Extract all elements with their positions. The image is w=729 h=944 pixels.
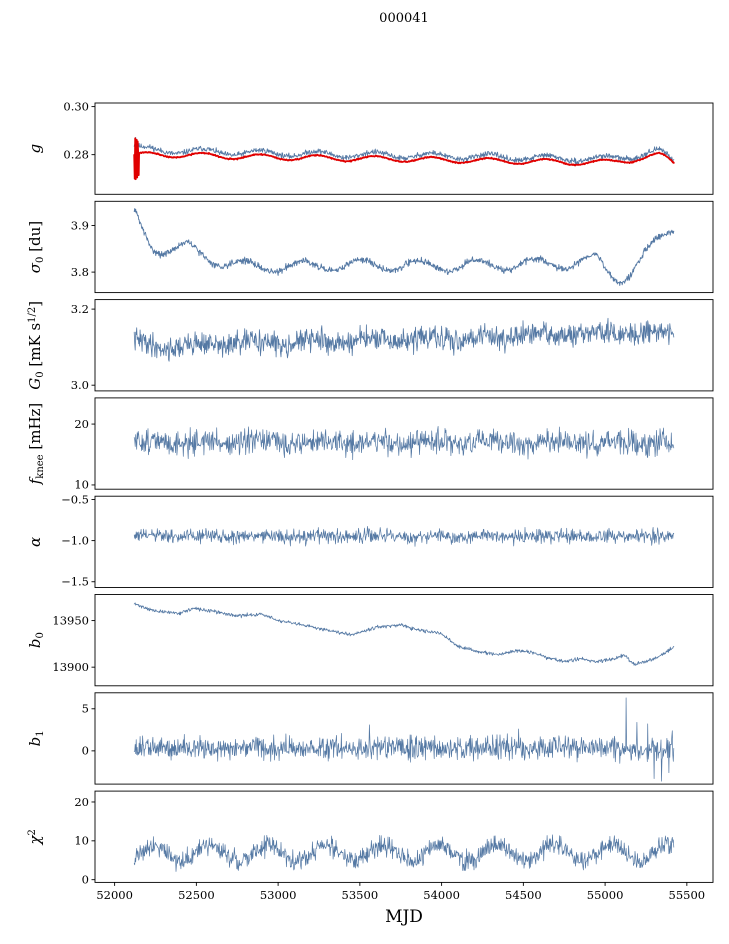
y-axis-label-b1: b1 xyxy=(26,730,46,746)
y-tick-label: 0 xyxy=(82,744,89,758)
panel-frame xyxy=(94,200,714,294)
x-tick-label: 52000 xyxy=(96,888,133,902)
series-fknee xyxy=(133,426,675,461)
series-alpha xyxy=(133,526,675,547)
y-axis-label-g: g xyxy=(26,144,44,154)
series-sigma0 xyxy=(133,208,675,286)
panel-b0: 13900 13950 b0 xyxy=(26,594,714,687)
x-tick-label: 54500 xyxy=(505,888,542,902)
y-axis-label-fknee: fknee [mHz] xyxy=(26,403,46,486)
y-tick-label: 10 xyxy=(74,834,89,848)
y-tick-label: 13950 xyxy=(52,613,89,627)
panel-frame xyxy=(94,102,714,195)
panel-sigma0: 3.8 3.9 σ0 [du] xyxy=(26,200,714,294)
panel-frame xyxy=(94,790,714,883)
series-chi-square xyxy=(133,834,675,872)
y-tick-label: 3.8 xyxy=(71,265,89,279)
y-tick-label: −1.0 xyxy=(61,533,89,547)
x-tick-label: 52500 xyxy=(178,888,215,902)
y-axis-label-b0: b0 xyxy=(26,632,46,648)
y-tick-label: −1.5 xyxy=(61,575,89,589)
y-tick-label: 13900 xyxy=(52,660,89,674)
panel-b1: 0 5 b1 xyxy=(26,692,714,785)
y-tick-label: 3.2 xyxy=(71,302,89,316)
x-tick-label: 54000 xyxy=(423,888,460,902)
panel-fknee: 10 20 fknee [mHz] xyxy=(26,397,714,492)
y-axis-label-noise-G: G0 [mK s1/2] xyxy=(26,301,46,390)
panel-alpha: −1.5 −1.0 −0.5 α xyxy=(26,492,714,589)
y-tick-label: 3.0 xyxy=(71,378,89,392)
y-tick-label: 20 xyxy=(74,417,89,431)
series-baseline-b0 xyxy=(133,602,675,666)
y-tick-label: 0.28 xyxy=(63,147,89,161)
panel-g: 0.28 0.30 g xyxy=(26,99,714,195)
y-tick-label: 0 xyxy=(82,872,89,886)
x-tick-label: 53500 xyxy=(342,888,379,902)
panel-frame xyxy=(94,299,714,392)
y-tick-label: 3.9 xyxy=(71,218,89,232)
x-axis-title: MJD xyxy=(385,907,423,927)
y-tick-label: 20 xyxy=(74,795,89,809)
panel-frame xyxy=(94,495,714,588)
x-tick-label: 55500 xyxy=(669,888,706,902)
panel-noise-G: 3.0 3.2 G0 [mK s1/2] xyxy=(26,299,714,392)
y-tick-label: −0.5 xyxy=(61,492,89,506)
panel-frame xyxy=(94,692,714,785)
y-axis-label-alpha: α xyxy=(26,537,44,547)
y-tick-label: 10 xyxy=(74,478,89,492)
x-tick-label: 55000 xyxy=(587,888,624,902)
series-gain xyxy=(133,136,675,166)
panel-frame xyxy=(94,594,714,687)
panel-chi2: 0 10 20 χ2 xyxy=(26,790,714,886)
y-axis-label-chi2: χ2 xyxy=(26,829,44,845)
series-gain-smoothed xyxy=(133,137,675,181)
panels-group: 0.28 0.30 g 3.8 3.9 σ0 [du] 3.0 3.2 G0 [mK s1/2]… xyxy=(26,99,714,902)
panel-frame xyxy=(94,397,714,490)
y-tick-label: 0.30 xyxy=(63,99,89,113)
x-tick-label: 53000 xyxy=(260,888,297,902)
plot-title: 000041 xyxy=(379,11,429,26)
series-baseline-b1 xyxy=(133,697,675,782)
y-tick-label: 5 xyxy=(82,702,89,716)
series-white-noise xyxy=(133,317,675,362)
y-axis-label-sigma0: σ0 [du] xyxy=(26,221,46,273)
